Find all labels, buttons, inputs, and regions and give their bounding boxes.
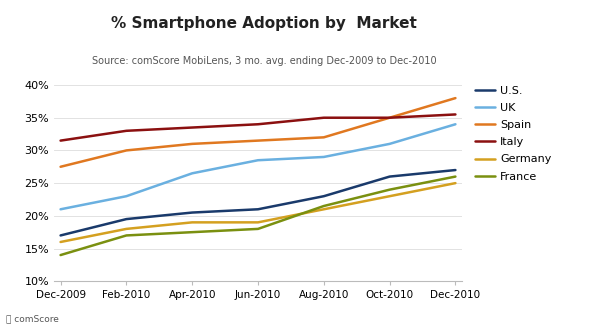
Germany [123,227,130,231]
U.S. [320,194,328,198]
UK [320,155,328,159]
Text: Source: comScore MobiLens, 3 mo. avg. ending Dec-2009 to Dec-2010: Source: comScore MobiLens, 3 mo. avg. en… [92,56,436,66]
France [320,204,328,208]
Spain [386,116,393,120]
U.S. [254,207,262,211]
Spain [254,139,262,143]
Line: France: France [61,177,455,255]
Line: Spain: Spain [61,98,455,167]
U.S. [123,217,130,221]
Line: UK: UK [61,124,455,209]
U.S. [57,233,64,237]
Spain [123,148,130,152]
Italy [57,139,64,143]
Italy [452,112,459,116]
UK [386,142,393,146]
Spain [452,96,459,100]
Line: U.S.: U.S. [61,170,455,235]
Germany [254,220,262,224]
Germany [386,194,393,198]
Legend: U.S., UK, Spain, Italy, Germany, France: U.S., UK, Spain, Italy, Germany, France [470,81,556,186]
UK [123,194,130,198]
Germany [320,207,328,211]
Germany [188,220,196,224]
Text: Ⓢ comScore: Ⓢ comScore [6,315,59,324]
U.S. [452,168,459,172]
Spain [188,142,196,146]
France [254,227,262,231]
Spain [57,165,64,169]
Italy [386,116,393,120]
France [386,188,393,192]
Italy [254,122,262,126]
UK [57,207,64,211]
France [57,253,64,257]
U.S. [188,211,196,215]
Line: Germany: Germany [61,183,455,242]
France [123,233,130,237]
Spain [320,135,328,139]
UK [452,122,459,126]
Italy [123,129,130,133]
Line: Italy: Italy [61,114,455,141]
Text: % Smartphone Adoption by  Market: % Smartphone Adoption by Market [111,16,417,31]
Italy [188,126,196,129]
U.S. [386,175,393,179]
France [188,230,196,234]
UK [188,171,196,175]
Italy [320,116,328,120]
Germany [57,240,64,244]
France [452,175,459,179]
Germany [452,181,459,185]
UK [254,158,262,162]
